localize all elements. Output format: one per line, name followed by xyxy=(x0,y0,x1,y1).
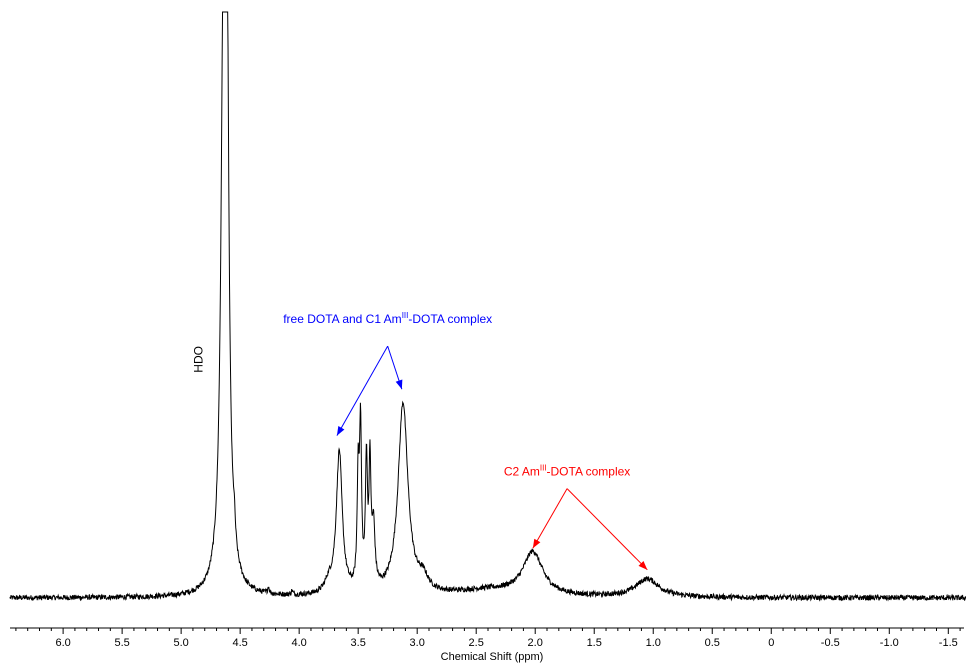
x-axis-title: Chemical Shift (ppm) xyxy=(441,651,544,663)
x-tick-label: 3.5 xyxy=(351,637,366,649)
x-tick-label: 3.0 xyxy=(410,637,425,649)
x-tick-label: 5.0 xyxy=(173,637,188,649)
annotation-label: free DOTA and C1 AmIII-DOTA complex xyxy=(283,311,492,326)
x-tick-label: 5.5 xyxy=(114,637,129,649)
arrowhead xyxy=(532,538,541,549)
arrowhead xyxy=(395,379,403,390)
x-tick-label: 2.5 xyxy=(469,637,484,649)
annotation-label: HDO xyxy=(191,346,205,373)
x-tick-label: 4.5 xyxy=(232,637,247,649)
annotation-1: HDO xyxy=(191,346,205,373)
x-tick-label: -1.0 xyxy=(880,637,899,649)
spectrum-line xyxy=(9,11,966,602)
annotation-2: free DOTA and C1 AmIII-DOTA complex xyxy=(283,311,492,436)
annotation-label: C2 AmIII-DOTA complex xyxy=(504,463,630,478)
x-tick-label: 1.5 xyxy=(587,637,602,649)
x-tick-label: 2.0 xyxy=(528,637,543,649)
x-tick-label: 4.0 xyxy=(292,637,307,649)
annotation-arrow xyxy=(566,488,648,571)
arrowhead xyxy=(638,560,648,570)
arrowhead xyxy=(336,426,345,436)
x-tick-label: -0.5 xyxy=(821,637,840,649)
x-axis: 6.0 5.5 5.0 4.5 4.0 3.5 3.0 2.5 2.0 1.5 1.0 0.5 0 -0.… xyxy=(10,627,964,649)
x-tick-label: 0 xyxy=(768,637,774,649)
x-tick-label: -1.5 xyxy=(939,637,958,649)
x-tick-label: 6.0 xyxy=(55,637,70,649)
annotation-layer: HDO free DOTA and C1 AmIII-DOTA complex C2… xyxy=(191,311,648,571)
x-tick-label: 1.0 xyxy=(646,637,661,649)
annotation-arrow xyxy=(336,345,389,436)
x-tick-label: 0.5 xyxy=(705,637,720,649)
annotation-3: C2 AmIII-DOTA complex xyxy=(504,463,648,571)
spectrum-layer xyxy=(9,11,966,602)
annotation-arrow xyxy=(532,488,568,549)
